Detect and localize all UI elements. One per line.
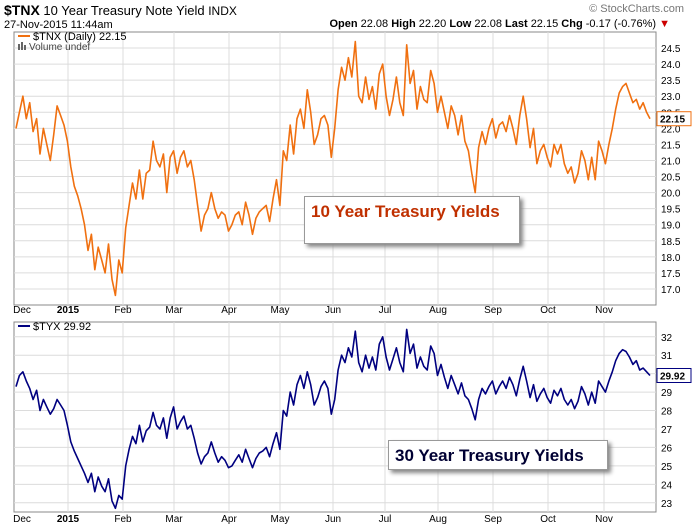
tyx-x-tick-label: Sep: [484, 514, 502, 525]
tyx-x-tick-label: 2015: [57, 514, 80, 525]
tyx-series-line: [15, 328, 651, 510]
tnx-y-tick-label: 18.0: [661, 253, 681, 264]
last-value: 22.15: [530, 18, 559, 30]
tnx-y-tick-label: 21.5: [661, 140, 681, 151]
tyx-x-tick-label: Jun: [325, 514, 341, 525]
tyx-y-tick-label: 29: [661, 388, 673, 399]
tnx-y-tick-label: 20.0: [661, 189, 681, 200]
tyx-y-tick-label: 32: [661, 333, 673, 344]
open-label: Open: [329, 18, 358, 30]
tnx-x-tick-label: Apr: [221, 305, 237, 316]
ohlc-summary: Open 22.08 High 22.20 Low 22.08 Last 22.…: [329, 18, 670, 30]
tyx-annotation: 30 Year Treasury Yields: [388, 440, 608, 470]
tyx-x-tick-label: Dec: [13, 514, 31, 525]
chg-value: -0.17 (-0.76%): [585, 18, 657, 30]
low-value: 22.08: [474, 18, 502, 30]
tyx-y-tick-label: 23: [661, 499, 673, 510]
high-label: High: [391, 18, 416, 30]
volume-legend-icon: [24, 45, 26, 50]
tyx-x-tick-label: Nov: [595, 514, 613, 525]
tnx-annotation: 10 Year Treasury Yields: [304, 196, 520, 244]
tyx-y-tick-label: 28: [661, 407, 673, 418]
chart-date: 27-Nov-2015 11:44am: [4, 19, 113, 31]
high-value: 22.20: [418, 18, 447, 30]
tyx-y-tick-label: 25: [661, 462, 673, 473]
tnx-x-tick-label: 2015: [57, 305, 80, 316]
brand-logo: © StockCharts.com: [589, 3, 684, 15]
tnx-y-tick-label: 17.5: [661, 269, 681, 280]
ticker-exchange: INDX: [208, 4, 237, 18]
volume-legend-icon: [21, 42, 23, 50]
tyx-x-tick-label: May: [271, 514, 290, 525]
tnx-y-tick-label: 24.0: [661, 60, 681, 71]
tnx-x-tick-label: Jun: [325, 305, 341, 316]
tnx-y-tick-label: 18.5: [661, 237, 681, 248]
ticker-name: 10 Year Treasury Note Yield: [43, 3, 205, 18]
tnx-x-tick-label: May: [271, 305, 290, 316]
tyx-x-tick-label: Mar: [165, 514, 183, 525]
tnx-x-tick-label: Nov: [595, 305, 613, 316]
tnx-y-tick-label: 23.0: [661, 92, 681, 103]
tyx-x-tick-label: Apr: [221, 514, 237, 525]
tyx-y-tick-label: 31: [661, 351, 673, 362]
tnx-y-tick-label: 17.0: [661, 285, 681, 296]
tyx-y-tick-label: 24: [661, 480, 673, 491]
volume-legend-icon: [18, 44, 20, 50]
tnx-y-tick-label: 19.5: [661, 205, 681, 216]
tnx-x-tick-label: Sep: [484, 305, 502, 316]
tyx-last-value-label: 29.92: [660, 371, 685, 382]
open-value: 22.08: [360, 18, 389, 30]
chart-header: $TNX 10 Year Treasury Note Yield INDX: [4, 2, 237, 18]
tnx-plot-frame: [13, 31, 657, 306]
tnx-x-tick-label: Mar: [165, 305, 183, 316]
tnx-x-tick-label: Oct: [540, 305, 556, 316]
tnx-last-value-label: 22.15: [660, 115, 685, 126]
tnx-x-tick-label: Jul: [379, 305, 392, 316]
tnx-legend-label: $TNX (Daily) 22.15: [33, 31, 127, 43]
volume-legend-label: Volume undef: [29, 42, 90, 53]
tnx-last-value-box: [656, 111, 692, 127]
chg-label: Chg: [561, 18, 583, 30]
tnx-y-tick-label: 23.5: [661, 76, 681, 87]
tyx-y-tick-label: 27: [661, 425, 673, 436]
tyx-x-tick-label: Oct: [540, 514, 556, 525]
ticker-symbol: $TNX: [4, 2, 40, 18]
tyx-x-tick-label: Feb: [114, 514, 132, 525]
tnx-y-tick-label: 19.0: [661, 221, 681, 232]
tyx-legend-label: $TYX 29.92: [33, 321, 91, 333]
tnx-x-tick-label: Dec: [13, 305, 31, 316]
tnx-x-tick-label: Aug: [429, 305, 447, 316]
tnx-y-tick-label: 24.5: [661, 44, 681, 55]
tyx-x-tick-label: Jul: [379, 514, 392, 525]
tyx-y-tick-label: 26: [661, 443, 673, 454]
tnx-x-tick-label: Feb: [114, 305, 132, 316]
tnx-y-tick-label: 20.5: [661, 173, 681, 184]
last-label: Last: [505, 18, 528, 30]
tyx-plot-frame: [13, 321, 657, 513]
tyx-x-tick-label: Aug: [429, 514, 447, 525]
down-triangle-icon: ▼: [659, 18, 670, 30]
low-label: Low: [449, 18, 472, 30]
tyx-last-value-box: [656, 367, 692, 383]
tnx-series-line: [15, 40, 651, 297]
tnx-y-tick-label: 21.0: [661, 156, 681, 167]
tnx-y-tick-label: 22.0: [661, 124, 681, 135]
